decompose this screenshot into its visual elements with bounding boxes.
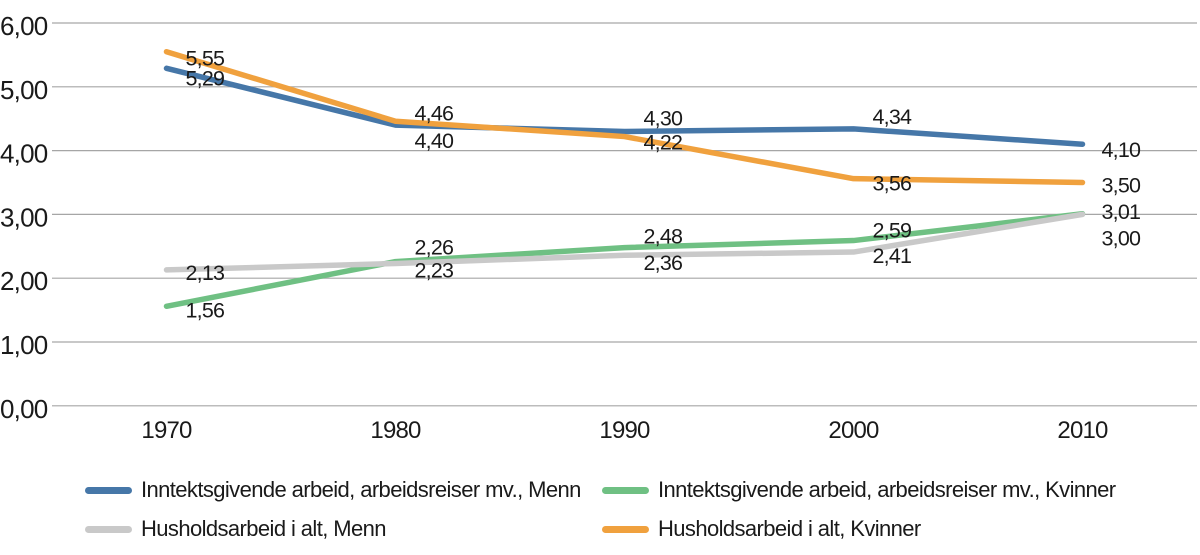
legend-swatch-icon [85,525,132,533]
x-tick-label: 2000 [828,417,879,444]
x-tick-label: 1980 [370,417,421,444]
data-label: 2,13 [186,261,225,285]
legend-swatch-icon [602,486,649,494]
data-label: 2,59 [873,219,912,243]
series-lines [163,48,1086,310]
y-tick-label: 3,00 [0,202,48,232]
x-tick-label: 2010 [1057,417,1108,444]
data-label: 3,56 [873,172,912,196]
y-tick-label: 2,00 [0,266,48,296]
data-label: 4,40 [415,129,454,153]
legend-label: Husholdsarbeid i alt, Menn [141,516,386,541]
x-tick-label: 1970 [141,417,192,444]
legend-label: Inntektsgivende arbeid, arbeidsreiser mv… [658,477,1116,502]
data-label: 1,56 [186,298,225,322]
data-label: 2,23 [415,259,454,283]
chart-legend: Inntektsgivende arbeid, arbeidsreiser mv… [85,477,1195,542]
data-label: 3,00 [1102,226,1141,250]
legend-item-1: Inntektsgivende arbeid, arbeidsreiser mv… [602,477,1195,503]
data-label: 5,55 [186,47,225,71]
legend-swatch-icon [85,486,132,494]
y-tick-label: 4,00 [0,139,48,169]
data-label: 2,26 [415,236,454,260]
data-label: 4,10 [1102,138,1141,162]
data-label: 4,22 [644,131,683,155]
y-tick-label: 5,00 [0,75,48,105]
legend-swatch-icon [602,525,649,533]
legend-label: Husholdsarbeid i alt, Kvinner [658,516,921,541]
data-label: 3,01 [1102,200,1141,224]
y-tick-label: 6,00 [0,11,48,41]
legend-label: Inntektsgivende arbeid, arbeidsreiser mv… [141,477,581,502]
y-tick-label: 0,00 [0,394,48,424]
x-axis-labels: 1970 1980 1990 2000 2010 [141,417,1108,444]
legend-item-3: Husholdsarbeid i alt, Kvinner [602,516,1195,542]
line-chart-svg: 0,00 1,00 2,00 3,00 4,00 5,00 6,00 1970 1980 1990… [0,11,1197,444]
data-label: 2,36 [644,251,683,275]
data-label: 2,48 [644,225,683,249]
series-line-3 [163,48,1086,186]
series-line-0 [163,65,1086,147]
data-label: 4,30 [644,106,683,130]
data-label: 3,50 [1102,174,1141,198]
x-tick-label: 1990 [599,417,650,444]
data-label: 4,34 [873,105,912,129]
series-line-2 [163,211,1086,273]
data-labels: 5,29 4,40 4,30 4,34 4,10 1,56 2,26 2,48 2,59 3,01… [186,47,1142,323]
data-label: 2,41 [873,244,912,268]
y-tick-label: 1,00 [0,330,48,360]
series-line-1 [163,211,1086,310]
legend-item-0: Inntektsgivende arbeid, arbeidsreiser mv… [85,477,602,503]
y-axis-labels: 0,00 1,00 2,00 3,00 4,00 5,00 6,00 [0,11,49,424]
legend-item-2: Husholdsarbeid i alt, Menn [85,516,602,542]
data-label: 4,46 [415,101,454,125]
data-label: 5,29 [186,66,225,90]
